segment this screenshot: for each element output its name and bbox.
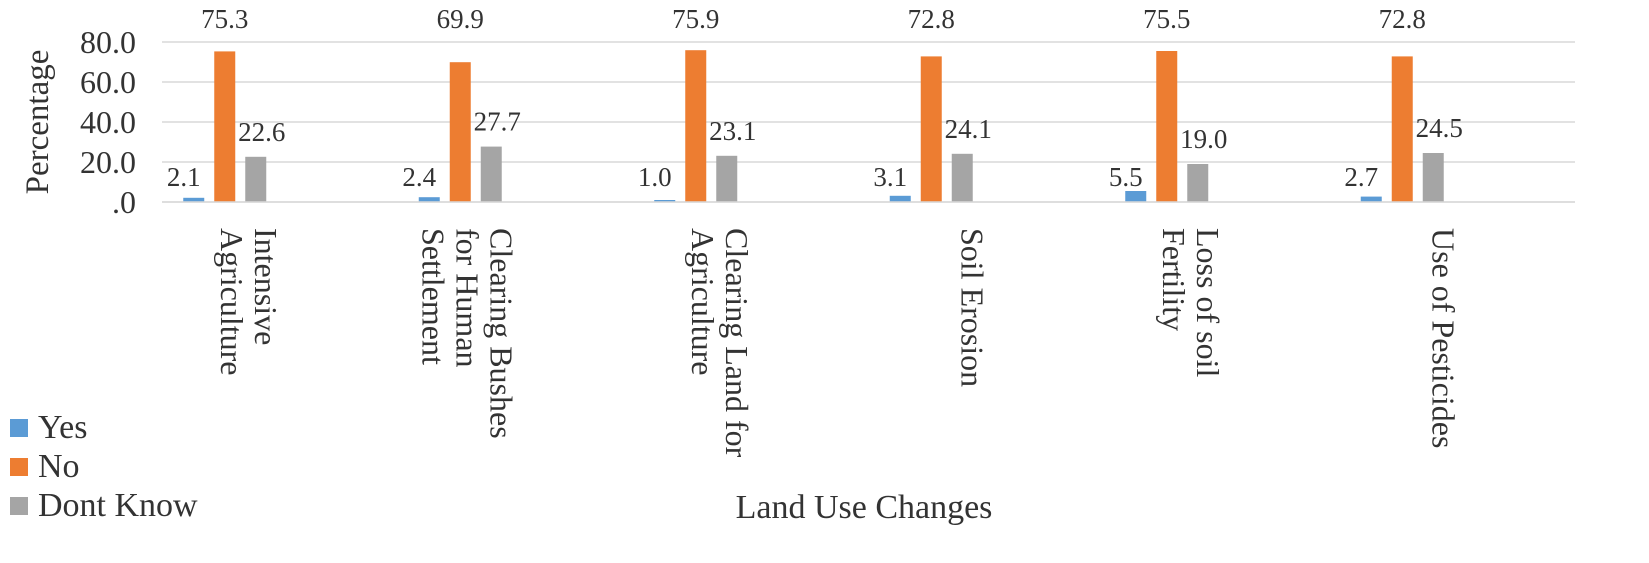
y-tick-label: .0 bbox=[112, 184, 136, 220]
x-axis-title: Land Use Changes bbox=[736, 489, 993, 526]
data-label: 69.9 bbox=[437, 4, 484, 34]
legend-label-yes: Yes bbox=[38, 408, 88, 446]
legend-label-dont-know: Dont Know bbox=[38, 486, 198, 524]
legend-item-dont-know: Dont Know bbox=[10, 486, 270, 525]
bar-no bbox=[1156, 51, 1178, 202]
bar-yes bbox=[889, 195, 911, 202]
y-axis-title: Percentage bbox=[20, 50, 56, 195]
bar-dont-know bbox=[1187, 164, 1209, 202]
legend: Yes No Dont Know bbox=[10, 408, 270, 525]
bar-no bbox=[449, 62, 471, 203]
legend-swatch-dont-know bbox=[10, 496, 28, 515]
data-label: 75.9 bbox=[672, 4, 719, 34]
bar-dont-know bbox=[245, 156, 267, 202]
data-label: 2.1 bbox=[167, 162, 201, 192]
bar-yes bbox=[1125, 191, 1147, 202]
x-tick-label: Fertility bbox=[1156, 228, 1192, 331]
bar-yes bbox=[183, 197, 205, 202]
data-label: 75.3 bbox=[201, 4, 248, 34]
x-tick-label: Loss of soil bbox=[1190, 228, 1226, 377]
data-label: 72.8 bbox=[908, 4, 955, 34]
bar-dont-know bbox=[1422, 153, 1444, 202]
legend-label-no: No bbox=[38, 447, 80, 485]
data-label: 27.7 bbox=[474, 107, 521, 137]
bar-no bbox=[920, 56, 942, 203]
data-label: 75.5 bbox=[1143, 4, 1190, 34]
x-tick-label: Clearing Land for bbox=[719, 228, 755, 458]
legend-item-yes: Yes bbox=[10, 408, 270, 447]
data-label: 22.6 bbox=[238, 117, 285, 147]
y-tick-label: 80.0 bbox=[80, 24, 136, 60]
bar-yes bbox=[1360, 196, 1382, 202]
legend-item-no: No bbox=[10, 447, 270, 486]
y-tick-label: 20.0 bbox=[80, 144, 136, 180]
x-tick-label: Intensive bbox=[248, 228, 284, 345]
bar-no bbox=[685, 50, 707, 203]
data-label: 5.5 bbox=[1109, 162, 1143, 192]
x-tick-label: Settlement bbox=[415, 228, 451, 365]
bar-yes bbox=[654, 200, 676, 202]
y-tick-label: 40.0 bbox=[80, 104, 136, 140]
data-label: 19.0 bbox=[1180, 124, 1227, 154]
bar-no bbox=[214, 51, 236, 203]
x-tick-label: Use of Pesticides bbox=[1425, 228, 1461, 448]
bar-dont-know bbox=[480, 146, 502, 202]
data-label: 24.5 bbox=[1416, 113, 1463, 143]
bar-dont-know bbox=[716, 155, 738, 202]
data-label: 3.1 bbox=[873, 162, 907, 192]
bar-dont-know bbox=[951, 153, 973, 202]
x-tick-label: Soil Erosion bbox=[954, 228, 990, 387]
legend-swatch-no bbox=[10, 457, 28, 476]
data-label: 2.7 bbox=[1344, 162, 1378, 192]
data-label: 1.0 bbox=[638, 162, 672, 192]
x-tick-label: Agriculture bbox=[214, 228, 250, 376]
data-label: 24.1 bbox=[945, 114, 992, 144]
bar-no bbox=[1391, 56, 1413, 203]
y-tick-label: 60.0 bbox=[80, 64, 136, 100]
legend-swatch-yes bbox=[10, 418, 28, 437]
data-label: 23.1 bbox=[709, 116, 756, 146]
x-tick-label: for Human bbox=[449, 228, 485, 368]
x-tick-label: Clearing Bushes bbox=[483, 228, 519, 439]
x-tick-label: Agriculture bbox=[685, 228, 721, 376]
data-label: 72.8 bbox=[1379, 4, 1426, 34]
bar-yes bbox=[418, 197, 440, 202]
data-label: 2.4 bbox=[402, 162, 436, 192]
